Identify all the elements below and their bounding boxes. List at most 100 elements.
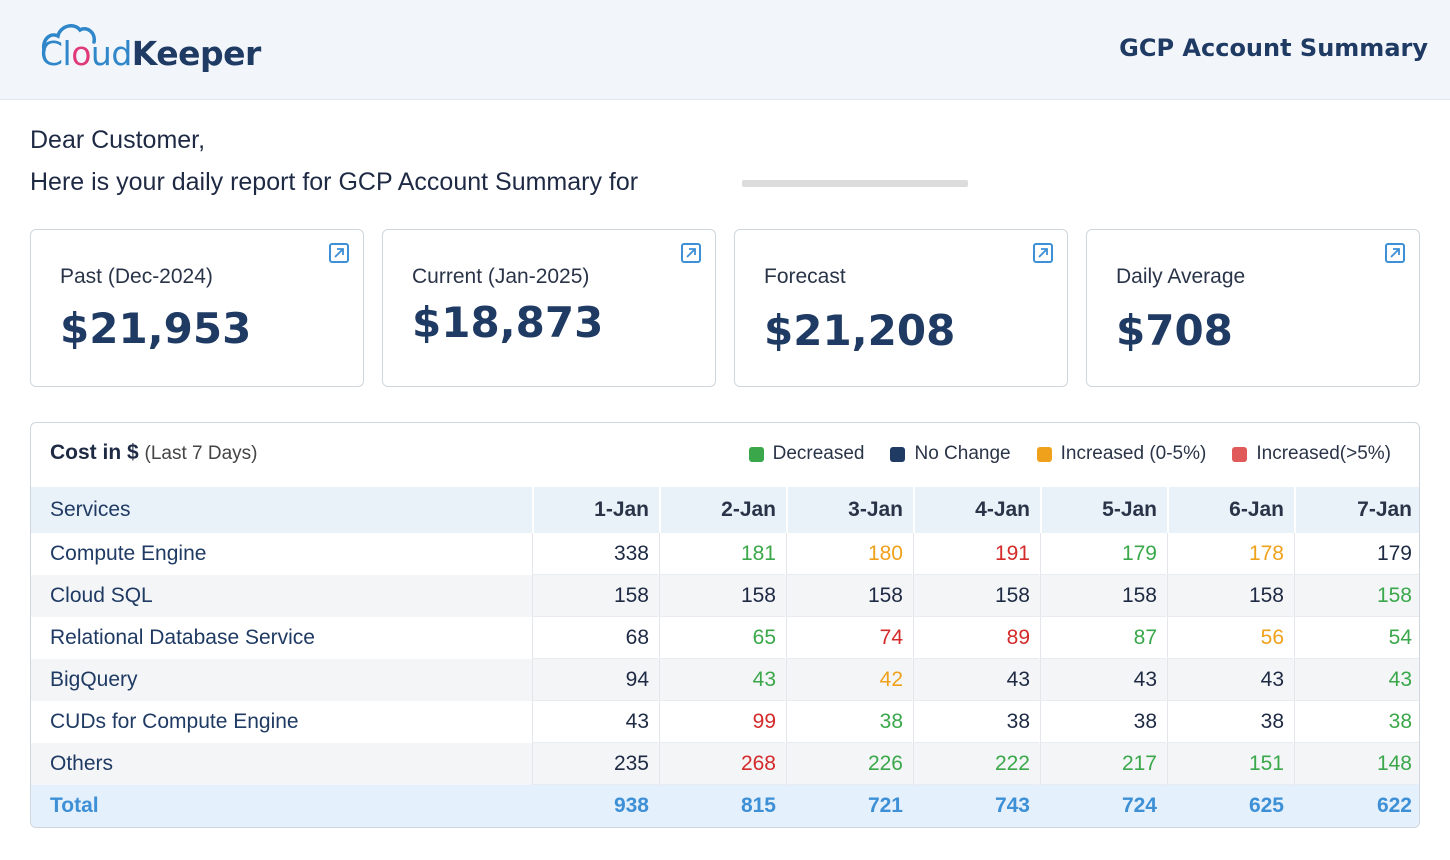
column-header-date: 5-Jan bbox=[1040, 487, 1166, 533]
table-row: Others 235 268 226 222 217 151 148 bbox=[31, 743, 1419, 785]
cost-cell: 38 bbox=[1040, 701, 1166, 743]
cost-cell: 180 bbox=[786, 533, 912, 575]
cost-cell: 151 bbox=[1167, 743, 1293, 785]
table-row: Compute Engine 338 181 180 191 179 178 179 bbox=[31, 533, 1419, 575]
cost-cell: 148 bbox=[1294, 743, 1419, 785]
cost-cell: 179 bbox=[1294, 533, 1419, 575]
card-current: Current (Jan-2025) $18,873 bbox=[382, 229, 716, 387]
column-header-services: Services bbox=[50, 498, 131, 521]
card-label: Past (Dec-2024) bbox=[60, 265, 213, 288]
cost-cell: 178 bbox=[1167, 533, 1293, 575]
table-subtitle: (Last 7 Days) bbox=[144, 443, 258, 464]
cost-cell: 38 bbox=[913, 701, 1039, 743]
cost-cell: 43 bbox=[659, 659, 785, 701]
legend-increased-low: Increased (0-5%) bbox=[1036, 443, 1206, 465]
cost-cell: 158 bbox=[659, 575, 785, 617]
cost-cell: 226 bbox=[786, 743, 912, 785]
table-row: CUDs for Compute Engine 43 99 38 38 38 38 38 bbox=[31, 701, 1419, 743]
report-title: GCP Account Summary bbox=[1119, 34, 1428, 62]
cost-cell: 43 bbox=[1040, 659, 1166, 701]
card-label: Forecast bbox=[764, 265, 846, 288]
logo-cloud-icon bbox=[41, 24, 96, 52]
cost-cell: 338 bbox=[532, 533, 658, 575]
cost-cell: 68 bbox=[532, 617, 658, 659]
table-header-row: Services 1-Jan 2-Jan 3-Jan 4-Jan 5-Jan 6-Jan 7-… bbox=[31, 487, 1419, 533]
external-link-icon[interactable] bbox=[1385, 243, 1405, 263]
total-row: Total 938 815 721 743 724 625 622 bbox=[31, 785, 1419, 827]
cost-cell: 87 bbox=[1040, 617, 1166, 659]
cost-cell: 38 bbox=[1294, 701, 1419, 743]
total-cell: 938 bbox=[613, 794, 649, 817]
cost-cell: 158 bbox=[1294, 575, 1419, 617]
cost-cell: 268 bbox=[659, 743, 785, 785]
greeting-text: Dear Customer, bbox=[30, 126, 206, 154]
service-name: Others bbox=[50, 752, 114, 775]
cost-cell: 42 bbox=[786, 659, 912, 701]
column-header-date: 1-Jan bbox=[532, 487, 658, 533]
header-bar: CloudKeeper GCP Account Summary bbox=[0, 0, 1450, 100]
cost-cell: 65 bbox=[659, 617, 785, 659]
cost-table-panel: Cost in $ (Last 7 Days) Decreased No Cha… bbox=[30, 422, 1420, 828]
cost-cell: 54 bbox=[1294, 617, 1419, 659]
cost-cell: 158 bbox=[913, 575, 1039, 617]
service-name: Cloud SQL bbox=[50, 584, 153, 607]
card-past: Past (Dec-2024) $21,953 bbox=[30, 229, 364, 387]
cost-cell: 38 bbox=[786, 701, 912, 743]
cost-cell: 38 bbox=[1167, 701, 1293, 743]
intro-text: Here is your daily report for GCP Accoun… bbox=[30, 168, 639, 196]
table-row: Relational Database Service 68 65 74 89 87 56 5… bbox=[31, 617, 1419, 659]
cloudkeeper-logo[interactable]: CloudKeeper bbox=[40, 24, 261, 76]
legend-no-change: No Change bbox=[890, 443, 1011, 465]
service-name: Relational Database Service bbox=[50, 626, 315, 649]
total-cell: 743 bbox=[994, 794, 1030, 817]
table-row: Cloud SQL 158 158 158 158 158 158 158 bbox=[31, 575, 1419, 617]
service-name: BigQuery bbox=[50, 668, 138, 691]
cost-cell: 43 bbox=[1294, 659, 1419, 701]
table-row: BigQuery 94 43 42 43 43 43 43 bbox=[31, 659, 1419, 701]
logo-text: CloudKeeper bbox=[40, 34, 261, 73]
cost-cell: 179 bbox=[1040, 533, 1166, 575]
total-cell: 721 bbox=[867, 794, 903, 817]
card-daily-average: Daily Average $708 bbox=[1086, 229, 1420, 387]
card-value: $21,953 bbox=[60, 304, 252, 353]
cost-cell: 43 bbox=[1167, 659, 1293, 701]
total-cell: 815 bbox=[740, 794, 776, 817]
cost-cell: 191 bbox=[913, 533, 1039, 575]
cost-cell: 74 bbox=[786, 617, 912, 659]
cost-cell: 158 bbox=[532, 575, 658, 617]
card-value: $18,873 bbox=[412, 298, 604, 347]
service-name: Compute Engine bbox=[50, 542, 207, 565]
card-value: $708 bbox=[1116, 306, 1233, 355]
cost-cell: 235 bbox=[532, 743, 658, 785]
total-cell: 625 bbox=[1248, 794, 1284, 817]
redacted-account-name bbox=[742, 180, 968, 187]
column-header-date: 7-Jan bbox=[1294, 487, 1419, 533]
legend: Decreased No Change Increased (0-5%) Inc… bbox=[748, 443, 1391, 465]
legend-increased-high: Increased(>5%) bbox=[1232, 443, 1391, 465]
cost-cell: 43 bbox=[913, 659, 1039, 701]
cost-cell: 181 bbox=[659, 533, 785, 575]
external-link-icon[interactable] bbox=[681, 243, 701, 263]
total-cell: 724 bbox=[1121, 794, 1157, 817]
column-header-date: 6-Jan bbox=[1167, 487, 1293, 533]
cost-cell: 89 bbox=[913, 617, 1039, 659]
table-title: Cost in $ (Last 7 Days) bbox=[50, 441, 258, 464]
cost-cell: 222 bbox=[913, 743, 1039, 785]
cost-cell: 94 bbox=[532, 659, 658, 701]
external-link-icon[interactable] bbox=[1033, 243, 1053, 263]
cost-cell: 158 bbox=[1167, 575, 1293, 617]
card-label: Current (Jan-2025) bbox=[412, 265, 590, 288]
legend-decreased: Decreased bbox=[748, 443, 864, 465]
card-value: $21,208 bbox=[764, 306, 956, 355]
service-name: CUDs for Compute Engine bbox=[50, 710, 299, 733]
cost-cell: 158 bbox=[786, 575, 912, 617]
total-cell: 622 bbox=[1376, 794, 1412, 817]
external-link-icon[interactable] bbox=[329, 243, 349, 263]
total-label: Total bbox=[50, 794, 99, 817]
cost-cell: 158 bbox=[1040, 575, 1166, 617]
card-forecast: Forecast $21,208 bbox=[734, 229, 1068, 387]
column-header-date: 3-Jan bbox=[786, 487, 912, 533]
cost-cell: 43 bbox=[532, 701, 658, 743]
cost-cell: 56 bbox=[1167, 617, 1293, 659]
column-header-date: 4-Jan bbox=[913, 487, 1039, 533]
